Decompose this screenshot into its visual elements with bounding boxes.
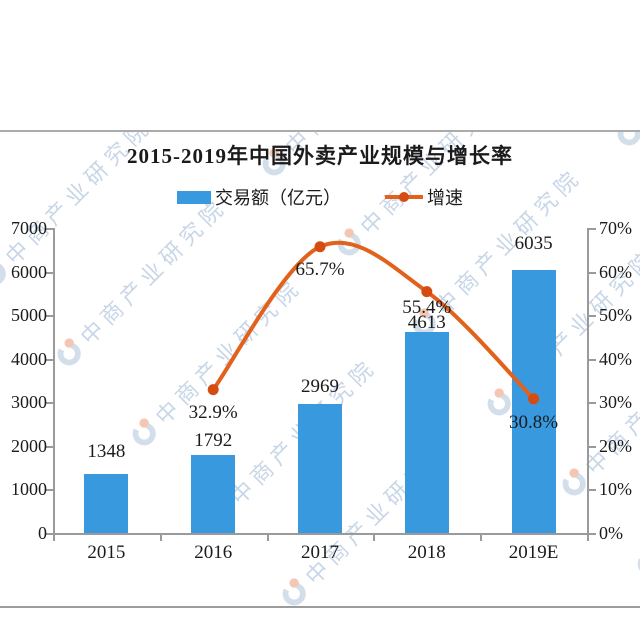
bar-value-label: 6035 (514, 233, 553, 255)
bar (511, 270, 556, 533)
left-axis-tick (46, 445, 53, 448)
left-axis-tick (46, 533, 53, 535)
watermark-logo-icon (337, 228, 361, 256)
left-axis-tick-label: 0 (38, 523, 47, 543)
right-axis-tick-label: 10% (599, 479, 632, 500)
watermark: 中商产业研究院 (124, 270, 309, 455)
watermark-text: 中商产业研究院 (75, 193, 232, 350)
left-axis-tick-label: 6000 (11, 261, 47, 282)
x-axis-tick (266, 535, 269, 541)
right-axis-tick (589, 358, 596, 361)
category-label: 2018 (407, 542, 446, 563)
bar (84, 474, 129, 533)
x-axis-tick (53, 535, 55, 541)
left-axis-tick (46, 271, 53, 274)
left-axis-tick (46, 315, 53, 318)
growth-line-marker (314, 241, 326, 253)
left-axis-tick (46, 358, 53, 361)
category-label: 2017 (301, 542, 339, 563)
right-axis-tick-label: 0% (599, 523, 623, 543)
bar-legend-swatch (177, 190, 211, 204)
right-axis-tick-label: 20% (599, 435, 632, 456)
left-axis-tick (46, 489, 53, 492)
watermark-logo-icon (57, 338, 81, 366)
legend-item-bar: 交易额（亿元） (177, 184, 341, 210)
right-axis-tick-label: 30% (599, 392, 632, 413)
growth-line (211, 240, 536, 401)
x-axis-tick (587, 535, 589, 541)
legend: 交易额（亿元） 增速 (0, 184, 640, 210)
x-axis-tick (480, 535, 483, 541)
x-axis-tick (159, 535, 162, 541)
category-label: 2015 (87, 542, 126, 563)
bottom-divider (0, 606, 640, 608)
right-axis-tick (589, 315, 596, 318)
right-axis-tick-label: 70% (599, 218, 632, 238)
right-axis-line (587, 228, 589, 535)
bar-value-label: 2969 (301, 375, 339, 397)
x-axis-line (53, 533, 589, 535)
left-axis-tick-label: 1000 (11, 479, 47, 500)
x-axis-tick (373, 535, 376, 541)
right-axis-tick (589, 271, 596, 274)
category-label: 2016 (194, 542, 233, 563)
watermark-logo-icon (637, 552, 640, 576)
watermark: 中商产业研究院 (49, 190, 234, 375)
right-axis-tick-label: 40% (599, 348, 632, 369)
top-divider (0, 130, 640, 132)
right-axis-tick-label: 60% (599, 261, 632, 282)
chart-title: 2015-2019年中国外卖产业规模与增长率 (127, 144, 513, 168)
right-axis-tick-label: 50% (599, 305, 632, 326)
bar-legend-label: 交易额（亿元） (215, 188, 341, 208)
right-axis-tick (589, 489, 596, 492)
growth-rate-label: 30.8% (509, 411, 559, 433)
bar (404, 332, 449, 533)
line-legend-marker (385, 192, 423, 202)
right-axis-tick (589, 445, 596, 448)
bar-value-label: 1348 (87, 441, 126, 463)
left-axis-tick-label: 5000 (11, 305, 47, 326)
watermark-logo-icon (282, 578, 306, 606)
growth-rate-label: 65.7% (295, 258, 345, 280)
left-axis-tick (46, 402, 53, 405)
chart-band: 中商产业研究院 中商产业研究院 中商产业研究院 中商产业研究院 中商产业研究院 … (0, 132, 640, 606)
bar (298, 403, 342, 533)
left-axis-tick-label: 3000 (11, 392, 47, 413)
left-axis-tick (46, 228, 53, 230)
growth-rate-label: 32.9% (188, 401, 238, 423)
right-axis-tick (589, 533, 596, 535)
line-legend-dot (399, 192, 409, 202)
left-axis-tick-label: 4000 (11, 348, 47, 369)
line-legend-label: 增速 (427, 188, 463, 208)
right-axis-tick (589, 228, 596, 230)
growth-rate-label: 55.4% (402, 296, 452, 318)
bar (191, 454, 236, 533)
left-axis-line (53, 228, 55, 535)
growth-line-marker (207, 384, 219, 396)
category-label: 2019E (508, 542, 559, 563)
right-axis-tick (589, 402, 596, 405)
left-axis-tick-label: 2000 (11, 435, 47, 456)
legend-item-line: 增速 (385, 184, 463, 210)
left-axis-tick-label: 7000 (11, 218, 47, 238)
growth-line-marker (421, 286, 433, 298)
bar-value-label: 1792 (194, 429, 233, 451)
